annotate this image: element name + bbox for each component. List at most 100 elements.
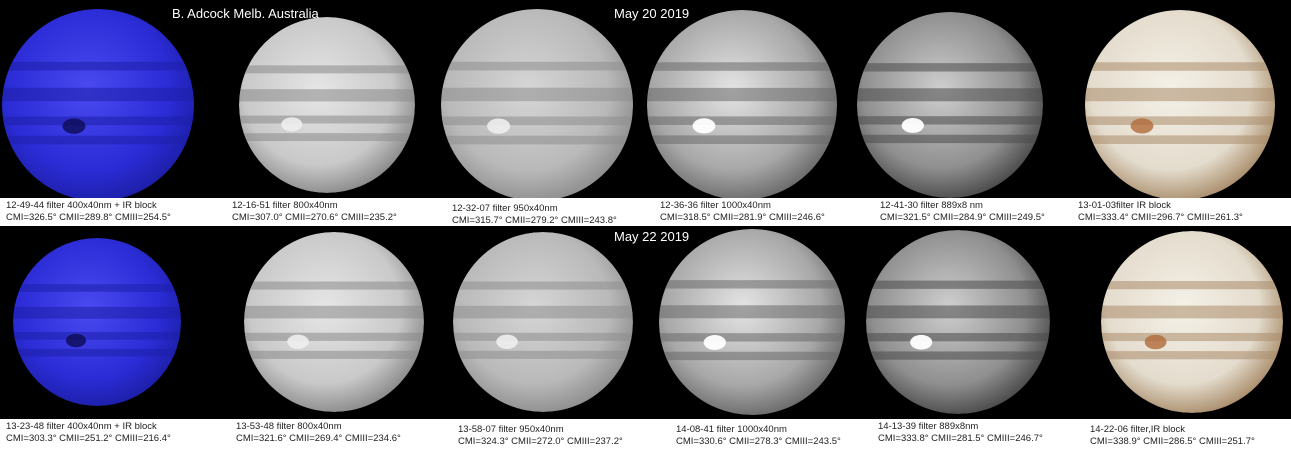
caption-line1: 12-16-51 filter 800x40nm (232, 200, 338, 211)
caption-r0-p5: 13-01-03filter IR block CMI=333.4° CMII=2… (1078, 200, 1291, 224)
cloud-belt (239, 115, 415, 124)
caption-line1: 12-41-30 filter 889x8 nm (880, 200, 983, 211)
cloud-belt (866, 280, 1050, 289)
planet-body (441, 9, 633, 198)
jupiter-row-may-20 (2, 9, 1275, 198)
cloud-belt (244, 332, 424, 341)
caption-r1-p5: 14-22-06 filter,IR block CMI=338.9° CMII=… (1090, 424, 1291, 448)
cloud-belt (453, 332, 633, 341)
cloud-belt (659, 351, 845, 361)
cloud-belt (857, 116, 1043, 125)
planet-body (659, 229, 845, 415)
caption-r0-p1: 12-16-51 filter 800x40nm CMI=307.0° CMII=… (232, 200, 457, 224)
caption-r1-p0: 13-23-48 filter 400x40nm + IR block CMI=3… (6, 421, 231, 445)
caption-line2: CMI=330.6° CMII=278.3° CMIII=243.5° (676, 436, 841, 447)
cloud-belt (441, 116, 633, 126)
cloud-belt (659, 305, 845, 319)
caption-line1: 13-23-48 filter 400x40nm + IR block (6, 421, 157, 432)
caption-line1: 14-13-39 filter 889x8nm (878, 421, 979, 432)
cloud-belt (866, 305, 1050, 319)
caption-line2: CMI=333.8° CMII=281.5° CMIII=246.7° (878, 433, 1043, 444)
caption-r1-p4: 14-13-39 filter 889x8nm CMI=333.8° CMII=2… (878, 421, 1103, 445)
caption-line1: 12-36-36 filter 1000x40nm (660, 200, 771, 211)
planet-body (239, 17, 415, 193)
cloud-belt (647, 135, 837, 144)
cloud-belt (659, 280, 845, 289)
caption-r0-p3: 12-36-36 filter 1000x40nm CMI=318.5° CMII… (660, 200, 885, 224)
cloud-belt (13, 284, 181, 292)
cloud-belt (441, 135, 633, 145)
cloud-belt (857, 88, 1043, 102)
great-red-spot (62, 118, 86, 134)
caption-line1: 12-49-44 filter 400x40nm + IR block (6, 200, 157, 211)
image-row-may-22: May 22 2019 (0, 226, 1291, 419)
caption-line2: CMI=321.5° CMII=284.9° CMIII=249.5° (880, 212, 1045, 223)
cloud-belt (2, 116, 194, 126)
row-date-may-22: May 22 2019 (614, 229, 690, 244)
cloud-belt (244, 305, 424, 319)
caption-line1: 12-32-07 filter 950x40nm (452, 203, 558, 214)
planet-body (1085, 10, 1275, 198)
cloud-belt (1101, 351, 1283, 360)
jupiter-disc-0-2 (441, 9, 633, 198)
cloud-belt (1085, 135, 1275, 144)
cloud-belt (13, 306, 181, 319)
jupiter-disc-0-1 (239, 17, 415, 193)
caption-r1-p2: 13-58-07 filter 950x40nm CMI=324.3° CMII=… (458, 424, 683, 448)
great-red-spot (1144, 334, 1167, 350)
cloud-belt (1101, 281, 1283, 290)
great-red-spot (287, 334, 309, 349)
caption-line2: CMI=338.9° CMII=286.5° CMIII=251.7° (1090, 436, 1255, 447)
caption-r0-p0: 12-49-44 filter 400x40nm + IR block CMI=3… (6, 200, 231, 224)
cloud-belt (453, 281, 633, 290)
row-date-may-20: May 20 2019 (614, 6, 690, 21)
caption-line2: CMI=318.5° CMII=281.9° CMIII=246.6° (660, 212, 825, 223)
caption-line1: 13-01-03filter IR block (1078, 200, 1171, 211)
cloud-belt (441, 61, 633, 71)
caption-r1-p3: 14-08-41 filter 1000x40nm CMI=330.6° CMII… (676, 424, 901, 448)
cloud-belt (2, 135, 194, 145)
planet-body (866, 230, 1050, 414)
cloud-belt (2, 87, 194, 102)
cloud-belt (659, 333, 845, 342)
caption-r1-p1: 13-53-48 filter 800x40nm CMI=321.6° CMII=… (236, 421, 461, 445)
planet-body (647, 10, 837, 198)
cloud-belt (239, 65, 415, 74)
cloud-belt (239, 89, 415, 102)
cloud-belt (244, 281, 424, 290)
great-red-spot (487, 118, 511, 134)
jupiter-disc-1-1 (244, 232, 424, 412)
cloud-belt (647, 62, 837, 71)
caption-line1: 14-08-41 filter 1000x40nm (676, 424, 787, 435)
cloud-belt (244, 350, 424, 359)
caption-line2: CMI=333.4° CMII=296.7° CMIII=261.3° (1078, 212, 1243, 223)
planet-body (13, 238, 181, 406)
image-row-may-20: B. Adcock Melb. Australia May 20 2019 (0, 0, 1291, 198)
caption-line1: 14-22-06 filter,IR block (1090, 424, 1186, 435)
jupiter-disc-1-5 (1101, 231, 1283, 413)
caption-r0-p4: 12-41-30 filter 889x8 nm CMI=321.5° CMII=… (880, 200, 1105, 224)
planet-body (2, 9, 194, 198)
cloud-belt (647, 116, 837, 125)
cloud-belt (857, 134, 1043, 144)
cloud-belt (866, 333, 1050, 342)
caption-r0-p2: 12-32-07 filter 950x40nm CMI=315.7° CMII=… (452, 203, 677, 227)
author-credit: B. Adcock Melb. Australia (172, 6, 319, 21)
jupiter-disc-0-0 (2, 9, 194, 198)
great-red-spot (692, 118, 716, 134)
cloud-belt (1085, 87, 1275, 102)
cloud-belt (441, 87, 633, 102)
caption-line2: CMI=307.0° CMII=270.6° CMIII=235.2° (232, 212, 397, 223)
cloud-belt (1101, 332, 1283, 342)
jupiter-disc-1-0 (13, 238, 181, 406)
great-red-spot (496, 334, 518, 349)
cloud-belt (2, 61, 194, 71)
planet-body (1101, 231, 1283, 413)
jupiter-disc-1-4 (866, 230, 1050, 414)
jupiter-disc-0-4 (857, 12, 1043, 198)
cloud-belt (866, 351, 1050, 360)
planet-body (857, 12, 1043, 198)
great-red-spot (901, 118, 924, 133)
planet-body (244, 232, 424, 412)
jupiter-disc-1-3 (659, 229, 845, 415)
